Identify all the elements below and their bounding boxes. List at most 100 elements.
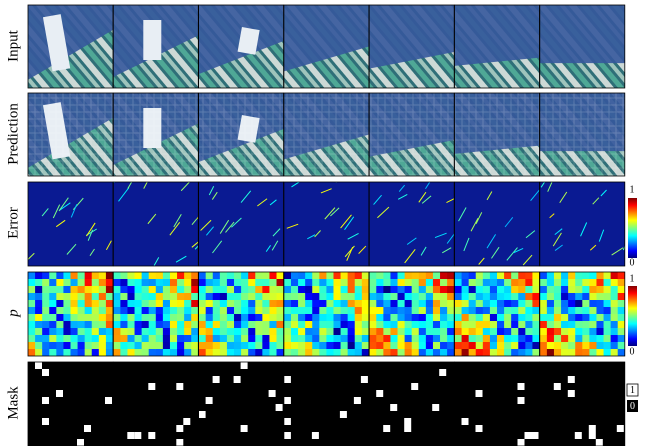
cell	[390, 328, 397, 335]
cell	[348, 300, 355, 307]
cell	[291, 314, 298, 321]
cell	[348, 272, 355, 279]
cell	[333, 300, 340, 307]
cell	[78, 335, 85, 342]
cell	[163, 349, 170, 356]
cell	[220, 328, 227, 335]
cell	[589, 335, 596, 342]
masked-cell	[617, 425, 624, 432]
cell	[455, 349, 462, 356]
cell	[199, 279, 206, 286]
cell	[291, 272, 298, 279]
cell	[383, 307, 390, 314]
cell	[547, 286, 554, 293]
cell	[142, 286, 149, 293]
cell	[447, 307, 454, 314]
cell	[547, 272, 554, 279]
cell	[497, 335, 504, 342]
cell	[504, 321, 511, 328]
masked-cell	[361, 376, 368, 383]
cell	[390, 307, 397, 314]
cell	[319, 307, 326, 314]
cell	[234, 272, 241, 279]
cell	[383, 335, 390, 342]
masked-cell	[476, 390, 483, 397]
cell	[149, 279, 156, 286]
cell	[540, 272, 547, 279]
cell	[561, 286, 568, 293]
cell	[177, 307, 184, 314]
cell	[504, 307, 511, 314]
cell	[248, 349, 255, 356]
cell	[234, 335, 241, 342]
cell	[42, 293, 49, 300]
cell	[312, 279, 319, 286]
cell	[618, 349, 625, 356]
cell	[611, 349, 618, 356]
cell	[405, 349, 412, 356]
cell	[433, 321, 440, 328]
cell	[49, 272, 56, 279]
cell	[92, 314, 99, 321]
cell	[56, 328, 63, 335]
cell	[120, 328, 127, 335]
cell	[262, 328, 269, 335]
masked-cell	[383, 425, 390, 432]
masked-cell	[176, 439, 183, 446]
cell	[462, 328, 469, 335]
cell	[604, 272, 611, 279]
cell	[277, 300, 284, 307]
cell	[135, 335, 142, 342]
cell	[341, 321, 348, 328]
cell	[483, 342, 490, 349]
cell	[376, 328, 383, 335]
cell	[596, 293, 603, 300]
cell	[85, 314, 92, 321]
cell	[589, 279, 596, 286]
cell	[262, 286, 269, 293]
cell	[220, 286, 227, 293]
cell	[490, 314, 497, 321]
cell	[227, 279, 234, 286]
cell	[419, 272, 426, 279]
cell	[184, 293, 191, 300]
cell	[611, 342, 618, 349]
cell	[455, 300, 462, 307]
cell	[604, 307, 611, 314]
cell	[433, 300, 440, 307]
cell	[589, 307, 596, 314]
cell	[525, 272, 532, 279]
cell	[156, 279, 163, 286]
cell	[611, 307, 618, 314]
cell	[462, 321, 469, 328]
image-tile	[540, 93, 625, 176]
cell	[227, 321, 234, 328]
cell	[333, 321, 340, 328]
cell	[319, 321, 326, 328]
cell	[398, 335, 405, 342]
cell	[255, 314, 262, 321]
cell	[547, 300, 554, 307]
cell	[63, 286, 70, 293]
cell	[369, 314, 376, 321]
cell	[49, 293, 56, 300]
cell	[213, 335, 220, 342]
cell	[156, 349, 163, 356]
cell	[35, 342, 42, 349]
cell	[92, 279, 99, 286]
cell	[575, 321, 582, 328]
cell	[163, 321, 170, 328]
cell	[149, 286, 156, 293]
cell	[582, 335, 589, 342]
cell	[49, 314, 56, 321]
cell	[99, 321, 106, 328]
cell	[483, 286, 490, 293]
cell	[540, 342, 547, 349]
cell	[85, 307, 92, 314]
cell	[85, 321, 92, 328]
cell	[312, 307, 319, 314]
cell	[248, 328, 255, 335]
cell	[575, 279, 582, 286]
cell	[99, 300, 106, 307]
image-tile	[455, 5, 540, 88]
